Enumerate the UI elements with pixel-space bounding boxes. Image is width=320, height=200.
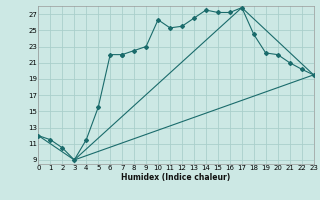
X-axis label: Humidex (Indice chaleur): Humidex (Indice chaleur) [121, 173, 231, 182]
